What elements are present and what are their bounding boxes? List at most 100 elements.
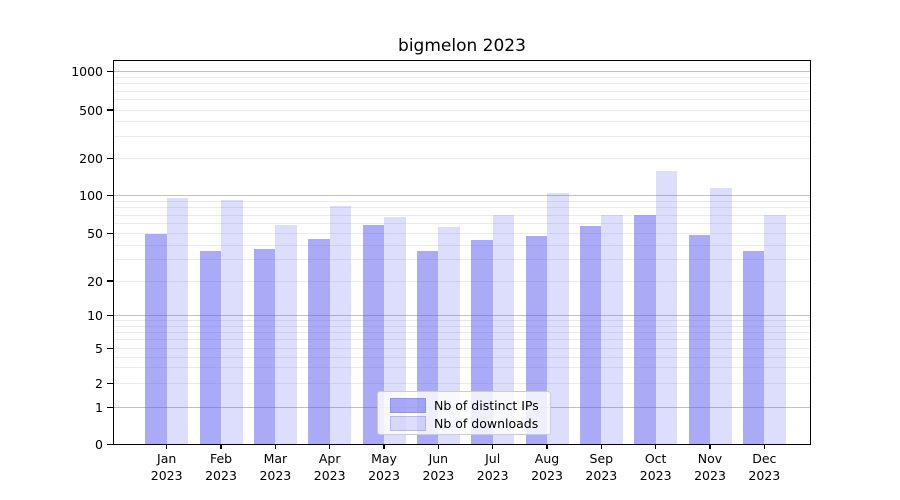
bar-downloads [655,170,678,445]
bar-distinct-ips [579,226,602,445]
minor-gridline [113,157,811,159]
bar-distinct-ips [634,215,656,445]
bar-downloads [547,192,569,445]
x-tick-label: Dec 2023 [748,450,781,484]
bar-downloads [221,200,243,445]
y-tick-mark [107,109,113,111]
x-tick-mark [437,444,440,449]
major-gridline [113,70,811,73]
minor-gridline [113,367,811,369]
y-tick-mark [107,314,113,317]
x-tick-label: Apr 2023 [313,450,346,484]
bar-downloads [710,187,732,445]
major-gridline [113,314,811,317]
x-tick-mark [220,444,222,449]
minor-gridline [113,223,811,224]
legend-item-downloads: Nb of downloads [378,415,550,433]
minor-gridline [113,339,811,341]
y-tick-label: 0 [95,437,103,452]
minor-gridline [113,259,811,261]
legend-item-distinct-ips: Nb of distinct IPs [378,397,550,415]
minor-gridline [113,76,811,78]
y-tick-mark [107,406,113,409]
bar-downloads [492,215,515,445]
minor-gridline [113,83,811,85]
minor-gridline [113,207,811,209]
x-tick-label: Mar 2023 [259,450,292,484]
minor-gridline [113,136,811,138]
bar-downloads [601,215,623,445]
chart-title: bigmelon 2023 [398,36,526,56]
y-tick-mark [107,347,113,350]
x-tick-mark [763,444,766,449]
bar-distinct-ips [199,250,222,445]
x-tick-mark [546,444,548,449]
y-tick-mark [107,194,113,197]
bar-distinct-ips [362,225,385,445]
bar-distinct-ips [145,233,167,445]
legend-label-downloads: Nb of downloads [434,415,539,431]
minor-gridline [113,348,811,350]
x-tick-mark [383,444,385,449]
plot-area: 0 1 2 5 10 20 50 100 200 500 1000 Jan 2023 Feb 2023 M… [71,59,811,483]
bar-downloads [329,206,352,445]
x-tick-mark [274,444,277,449]
bar-distinct-ips [742,250,765,445]
legend-label-distinct-ips: Nb of distinct IPs [434,397,539,413]
minor-gridline [113,99,811,101]
minor-gridline [113,356,811,358]
y-tick-mark [107,443,113,446]
minor-gridline [113,325,811,327]
x-tick-label: Feb 2023 [205,450,237,484]
x-tick-mark [709,444,711,449]
x-tick-mark [600,444,603,449]
x-tick-label: Jul 2023 [476,450,509,484]
x-tick-label: Aug 2023 [531,450,563,484]
minor-gridline [113,332,811,334]
legend: Nb of distinct IPs Nb of downloads [377,390,551,435]
x-tick-mark [654,444,657,449]
x-tick-mark [491,444,494,449]
minor-gridline [113,382,811,384]
major-gridline [113,194,811,197]
y-tick-label: 1 [95,399,103,415]
y-tick-label: 5 [95,341,103,357]
bar-distinct-ips [688,234,710,445]
y-tick-label: 500 [79,102,103,118]
y-tick-label: 1000 [71,64,103,79]
x-tick-label: Nov 2023 [694,450,726,484]
bar-downloads [764,215,786,445]
bar-downloads [384,217,406,445]
y-tick-label: 50 [87,226,103,241]
minor-gridline [113,233,811,234]
legend-swatch-distinct-ips [390,398,426,413]
x-tick-mark [328,444,331,449]
bar-downloads [438,227,460,445]
legend-swatch-downloads [390,416,426,431]
x-tick-label: Oct 2023 [639,450,672,484]
minor-gridline [113,200,811,202]
bar-downloads [275,225,297,445]
x-tick-label: May 2023 [368,450,400,484]
x-tick-label: Jun 2023 [422,450,455,484]
bar-distinct-ips [308,238,330,445]
minor-gridline [113,214,811,216]
x-tick-label: Jan 2023 [150,450,183,484]
minor-gridline [113,280,811,282]
minor-gridline [113,320,811,322]
y-tick-label: 20 [87,273,103,289]
bar-downloads [166,198,189,445]
y-tick-mark [107,157,113,160]
minor-gridline [113,109,811,111]
y-tick-mark [107,70,113,73]
y-tick-mark [107,280,113,282]
minor-gridline [113,90,811,92]
minor-gridline [113,244,811,246]
y-tick-label: 100 [79,188,103,203]
bar-distinct-ips [253,249,276,445]
x-tick-mark [165,444,168,449]
y-tick-label: 10 [87,308,103,323]
x-tick-label: Sep 2023 [585,450,618,484]
minor-gridline [113,121,811,123]
